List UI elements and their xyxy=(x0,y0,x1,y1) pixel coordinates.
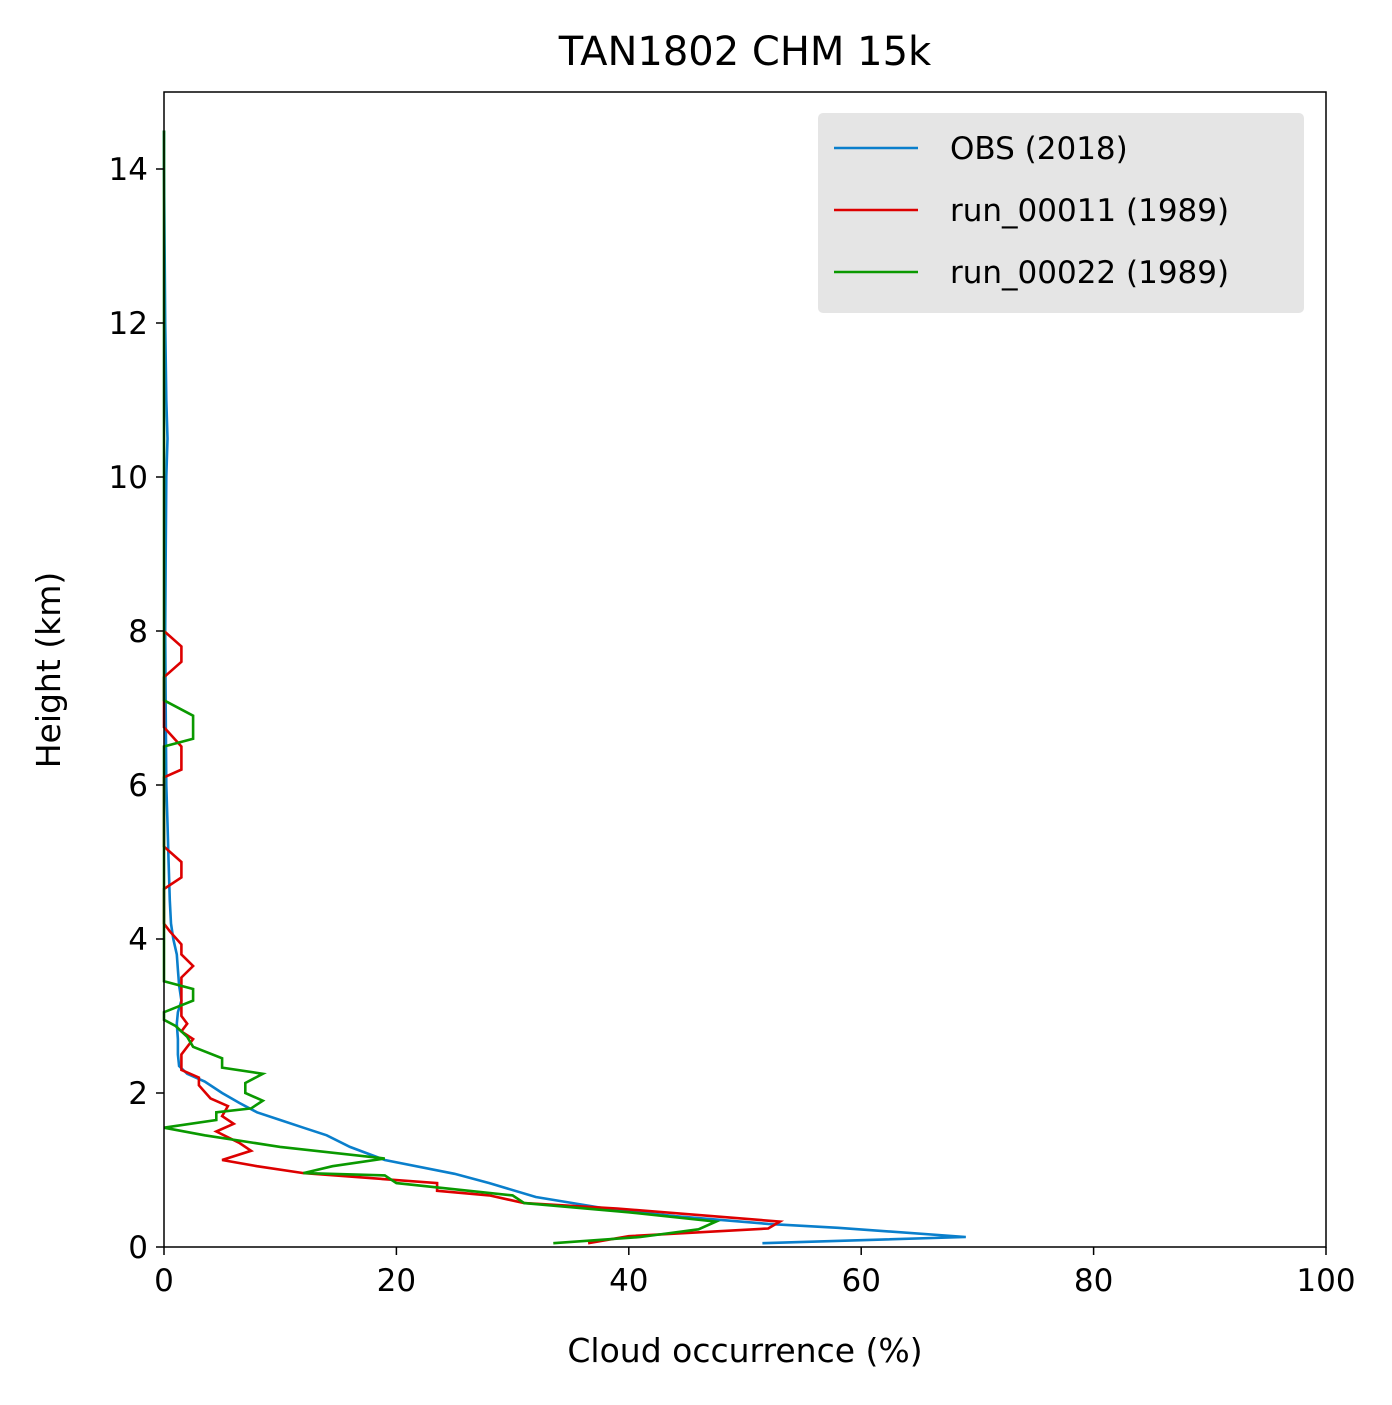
legend-items: OBS (2018) run_00011 (1989) run_00022 (198… xyxy=(834,131,1229,291)
y-tick-label: 2 xyxy=(128,1076,148,1112)
x-tick-label: 80 xyxy=(1074,1263,1113,1299)
y-tick-label: 8 xyxy=(128,614,148,650)
y-axis-label: Height (km) xyxy=(29,572,68,769)
plot-frame xyxy=(163,91,1327,1248)
y-axis-ticks: 0 2 4 6 8 10 12 14 xyxy=(109,152,164,1266)
legend: OBS (2018) run_00011 (1989) run_00022 (198… xyxy=(818,113,1304,313)
y-tick-label: 0 xyxy=(128,1230,148,1266)
legend-box xyxy=(818,113,1304,313)
x-tick-label: 60 xyxy=(841,1263,880,1299)
x-axis-ticks: 0 20 40 60 80 100 xyxy=(154,1247,1356,1299)
series-line-1 xyxy=(162,130,966,1245)
chart-title: TAN1802 CHM 15k xyxy=(558,29,932,75)
y-tick-label: 14 xyxy=(109,152,148,188)
legend-label-1: OBS (2018) xyxy=(950,131,1128,167)
x-tick-label: 20 xyxy=(377,1263,416,1299)
y-tick-label: 10 xyxy=(109,460,148,496)
legend-label-3: run_00022 (1989) xyxy=(950,255,1229,291)
y-tick-label: 12 xyxy=(109,306,148,342)
y-tick-label: 6 xyxy=(128,768,148,804)
series-line-3 xyxy=(162,130,721,1245)
x-tick-label: 0 xyxy=(154,1263,174,1299)
legend-label-2: run_00011 (1989) xyxy=(950,193,1229,229)
x-tick-label: 100 xyxy=(1296,1263,1355,1299)
y-tick-label: 4 xyxy=(128,922,148,958)
x-tick-label: 40 xyxy=(609,1263,648,1299)
x-axis-label: Cloud occurrence (%) xyxy=(567,1331,922,1370)
